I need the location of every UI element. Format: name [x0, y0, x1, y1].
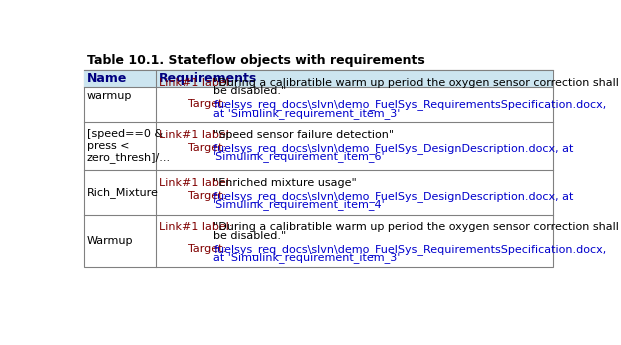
Text: 'Simulink_requirement_item_6': 'Simulink_requirement_item_6' — [213, 151, 386, 162]
Text: 'Simulink_requirement_item_4': 'Simulink_requirement_item_4' — [213, 199, 386, 210]
Text: [speed==0 &
press <
zero_thresh]/...: [speed==0 & press < zero_thresh]/... — [87, 129, 171, 163]
Text: be disabled.": be disabled." — [213, 231, 286, 241]
Text: fuelsys_req_docs\slvn\demo_FuelSys_DesignDescription.docx, at: fuelsys_req_docs\slvn\demo_FuelSys_Desig… — [213, 191, 574, 202]
Bar — [84, 70, 553, 87]
Text: Name: Name — [87, 72, 127, 85]
Text: "Enriched mixture usage": "Enriched mixture usage" — [213, 178, 357, 188]
Text: "Speed sensor failure detection": "Speed sensor failure detection" — [213, 130, 394, 140]
Text: Target:: Target: — [188, 99, 227, 109]
Text: Table 10.1. Stateflow objects with requirements: Table 10.1. Stateflow objects with requi… — [87, 55, 425, 68]
Text: Link#1 label:: Link#1 label: — [159, 78, 232, 88]
Text: at 'Simulink_requirement_item_3': at 'Simulink_requirement_item_3' — [213, 108, 401, 119]
Text: Warmup: Warmup — [87, 236, 134, 246]
Bar — [84, 70, 553, 267]
Text: "During a calibratible warm up period the oxygen sensor correction shall: "During a calibratible warm up period th… — [213, 78, 619, 88]
Text: Link#1 label:: Link#1 label: — [159, 130, 232, 140]
Text: warmup: warmup — [87, 91, 132, 101]
Text: Target:: Target: — [188, 191, 227, 201]
Text: Requirements: Requirements — [159, 72, 257, 85]
Text: Link#1 label:: Link#1 label: — [159, 222, 232, 232]
Text: be disabled.": be disabled." — [213, 86, 286, 96]
Text: fuelsys_req_docs\slvn\demo_FuelSys_RequirementsSpecification.docx,: fuelsys_req_docs\slvn\demo_FuelSys_Requi… — [213, 99, 607, 110]
Text: fuelsys_req_docs\slvn\demo_FuelSys_DesignDescription.docx, at: fuelsys_req_docs\slvn\demo_FuelSys_Desig… — [213, 143, 574, 154]
Text: Target:: Target: — [188, 244, 227, 254]
Text: Target:: Target: — [188, 143, 227, 153]
Text: at 'Simulink_requirement_item_3': at 'Simulink_requirement_item_3' — [213, 253, 401, 263]
Text: fuelsys_req_docs\slvn\demo_FuelSys_RequirementsSpecification.docx,: fuelsys_req_docs\slvn\demo_FuelSys_Requi… — [213, 244, 607, 255]
Text: "During a calibratible warm up period the oxygen sensor correction shall: "During a calibratible warm up period th… — [213, 222, 619, 232]
Text: Link#1 label:: Link#1 label: — [159, 178, 232, 188]
Text: Rich_Mixture: Rich_Mixture — [87, 187, 159, 198]
